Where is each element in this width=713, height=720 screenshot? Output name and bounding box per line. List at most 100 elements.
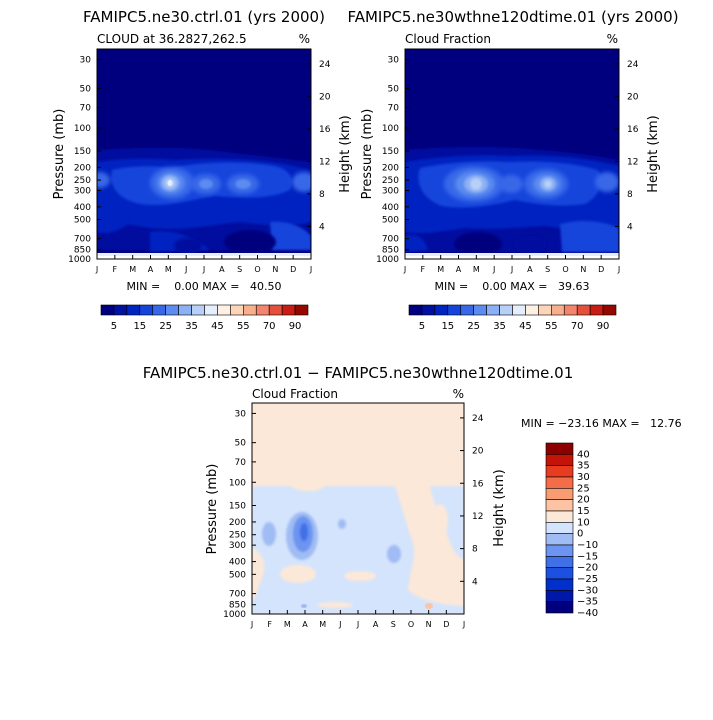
x-tick-label: A — [302, 620, 308, 629]
contour-band-15 — [97, 172, 110, 188]
colorbar-swatch — [538, 304, 552, 316]
colorbar-swatch — [447, 304, 462, 316]
contour-band-35 — [544, 180, 552, 188]
y-right-tick-label: 16 — [472, 479, 484, 489]
colorbar-label: 10 — [577, 517, 590, 528]
y-tick-label: 200 — [229, 518, 246, 528]
x-tick-label: J — [95, 265, 98, 274]
y-axis-right-label: Height (km) — [338, 115, 353, 192]
y-tick-label: 50 — [80, 84, 92, 94]
contour-field — [97, 49, 311, 259]
colorbar-swatch — [230, 304, 244, 316]
y-tick-label: 70 — [235, 458, 247, 468]
y-tick-label: 850 — [229, 601, 246, 611]
colorbar-swatch — [545, 488, 574, 500]
colorbar-swatch — [178, 304, 192, 316]
y-right-tick-label: 20 — [319, 92, 331, 102]
contour-band-25 — [235, 179, 251, 189]
y-tick-label: 250 — [229, 531, 246, 541]
colorbar-label: 0 — [577, 529, 583, 540]
colorbar-label: 35 — [185, 321, 198, 332]
colorbar-swatch — [545, 533, 574, 546]
y-right-tick-label: 12 — [319, 157, 330, 167]
x-tick-label: N — [426, 620, 432, 629]
colorbar-swatch — [545, 499, 574, 512]
colorbar-label: 90 — [289, 321, 302, 332]
colorbar-label: −40 — [577, 608, 598, 619]
contour-band-20 — [499, 175, 523, 193]
min-max-label: MIN = 0.00 MAX = 39.63 — [435, 280, 590, 293]
y-tick-label: 300 — [229, 541, 246, 551]
y-tick-label: 250 — [382, 176, 399, 186]
y-tick-label: 200 — [382, 163, 399, 173]
x-tick-label: M — [473, 265, 480, 274]
y-tick-label: 30 — [80, 55, 92, 65]
colorbar-swatch — [165, 304, 179, 316]
colorbar-swatch — [545, 510, 574, 523]
colorbar-swatch — [152, 304, 166, 316]
colorbar-label: 45 — [519, 321, 532, 332]
panel-experiment: FAMIPC5.ne30wthne120dtime.01 (yrs 2000) … — [347, 8, 678, 332]
contour-band-pos10 — [252, 548, 265, 596]
surface-band — [405, 253, 619, 256]
colorbar-swatch — [460, 304, 474, 316]
x-tick-label: J — [309, 265, 312, 274]
x-tick-label: J — [403, 265, 406, 274]
x-tick-label: J — [356, 620, 359, 629]
y-right-tick-label: 8 — [472, 545, 478, 555]
contour-band-neg25 — [300, 523, 308, 541]
panel-title: FAMIPC5.ne30wthne120dtime.01 (yrs 2000) — [347, 8, 678, 26]
colorbar-swatch — [545, 544, 574, 557]
panel-title: FAMIPC5.ne30.ctrl.01 (yrs 2000) — [83, 8, 325, 26]
colorbar-label: 35 — [577, 461, 590, 472]
y-tick-label: 100 — [74, 124, 91, 134]
x-tick-label: J — [510, 265, 513, 274]
y-tick-label: 50 — [388, 84, 400, 94]
colorbar-swatch — [294, 304, 309, 316]
x-tick-label: J — [202, 265, 205, 274]
x-tick-label: M — [319, 620, 326, 629]
colorbar-swatch — [576, 304, 591, 316]
contour-band-neg15 — [387, 545, 401, 563]
colorbar-swatch — [113, 304, 128, 316]
contour-band-15 — [270, 221, 311, 250]
y-right-tick-label: 4 — [319, 222, 325, 232]
y-tick-label: 150 — [74, 147, 91, 157]
contour-band-neg15 — [301, 604, 307, 608]
colorbar-label: −35 — [577, 597, 598, 608]
colorbar-label: 15 — [133, 321, 146, 332]
colorbar-label: 70 — [571, 321, 584, 332]
surface-band — [97, 253, 311, 256]
colorbar-swatch — [563, 304, 578, 316]
panel-subtitle: Cloud Fraction — [252, 387, 338, 401]
x-tick-label: A — [373, 620, 379, 629]
y-tick-label: 1000 — [376, 255, 399, 265]
contour-band-pos10 — [432, 504, 448, 536]
colorbar-swatch — [499, 304, 513, 316]
y-tick-label: 300 — [74, 186, 91, 196]
y-right-tick-label: 20 — [627, 92, 639, 102]
y-right-tick-label: 4 — [627, 222, 633, 232]
colorbar-label: 15 — [441, 321, 454, 332]
colorbar-swatch — [545, 454, 574, 466]
y-right-tick-label: 12 — [627, 157, 638, 167]
y-tick-label: 1000 — [223, 610, 246, 620]
x-tick-label: S — [237, 265, 242, 274]
units-label: % — [299, 32, 310, 46]
colorbar-swatch — [217, 304, 231, 316]
y-axis-label: Pressure (mb) — [52, 109, 67, 200]
colorbar-label: 55 — [237, 321, 250, 332]
x-tick-label: N — [272, 265, 278, 274]
colorbar-swatch — [551, 304, 565, 316]
x-tick-label: M — [129, 265, 136, 274]
y-tick-label: 70 — [388, 104, 400, 114]
x-tick-label: O — [562, 265, 568, 274]
colorbar-label: 55 — [545, 321, 558, 332]
colorbar-swatch — [139, 304, 154, 316]
contour-band-pos10 — [344, 571, 376, 581]
y-right-tick-label: 8 — [627, 190, 633, 200]
contour-band-5 — [454, 232, 502, 256]
colorbar-swatch — [545, 522, 574, 534]
colorbar-label: −15 — [577, 551, 598, 562]
